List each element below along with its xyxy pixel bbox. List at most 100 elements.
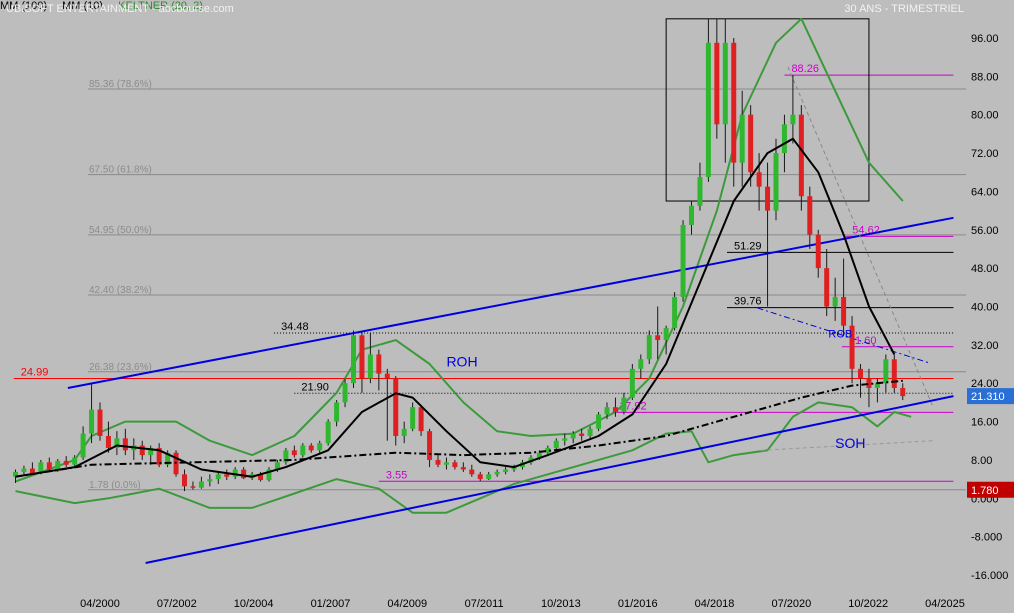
price-tag-box-0: [967, 388, 1014, 405]
candle-body-43: [376, 354, 382, 374]
candle-body-86: [739, 114, 745, 163]
candle-body-37: [325, 421, 331, 444]
y-tick-label-1: 88.00: [971, 71, 999, 83]
candle-body-4: [46, 462, 52, 470]
candle-body-31: [274, 462, 280, 470]
trend-line-2: [757, 307, 930, 364]
candle-body-39: [342, 383, 348, 403]
y-tick-label-4: 64.00: [971, 186, 999, 198]
candle-body-72: [621, 397, 627, 412]
fib-label-1: 26.38 (23.6%): [89, 362, 152, 373]
candle-body-45: [393, 378, 399, 436]
candle-body-68: [587, 428, 593, 436]
candle-body-57: [494, 471, 500, 475]
candle-body-90: [773, 153, 779, 211]
chart-title: UBISOFT ENTERTAINMENT - abcbourse.com: [6, 3, 234, 15]
y-tick-label-5: 56.00: [971, 225, 999, 237]
level-label-9: 3.55: [386, 469, 407, 481]
candle-body-18: [165, 452, 171, 465]
x-tick-label-8: 04/2018: [695, 598, 735, 610]
candle-body-2: [29, 468, 35, 474]
x-tick-label-4: 04/2009: [387, 598, 427, 610]
y-tick-label-8: 32.00: [971, 340, 999, 352]
candle-body-89: [765, 186, 771, 211]
y-tick-label-3: 72.00: [971, 148, 999, 160]
candle-body-32: [283, 450, 289, 463]
candle-body-29: [258, 474, 264, 481]
candle-body-105: [900, 388, 906, 397]
candle-body-70: [604, 407, 610, 415]
candle-body-95: [815, 234, 821, 269]
indicator-0: [15, 137, 896, 478]
y-tick-label-9: 24.00: [971, 378, 999, 390]
candle-body-13: [122, 438, 128, 451]
x-tick-label-2: 10/2004: [234, 598, 274, 610]
candle-body-79: [680, 224, 686, 297]
candle-body-92: [790, 114, 796, 125]
candle-body-103: [883, 359, 889, 384]
x-tick-label-0: 04/2000: [80, 598, 120, 610]
candle-body-62: [536, 452, 542, 458]
trend-label-0: ROH: [446, 353, 477, 369]
candle-body-27: [241, 469, 247, 479]
y-tick-label-7: 40.00: [971, 302, 999, 314]
fib-label-2: 42.40 (38.2%): [89, 285, 152, 296]
price-tag-label-0: 21.310: [971, 391, 1005, 403]
legend-mm100: MM (100): [0, 0, 48, 12]
candle-body-23: [207, 479, 213, 482]
candle-body-55: [477, 474, 483, 480]
candle-body-77: [663, 328, 669, 341]
projection-line-0: [787, 66, 934, 408]
candle-body-84: [722, 42, 728, 125]
candle-body-42: [367, 354, 373, 379]
y-tick-label-10: 16.00: [971, 417, 999, 429]
candle-body-12: [114, 438, 120, 448]
candle-body-50: [435, 459, 441, 465]
candle-body-71: [612, 407, 618, 412]
candle-body-64: [553, 440, 559, 448]
candle-body-93: [798, 114, 804, 197]
price-tag-label-1: 1.780: [971, 485, 999, 497]
candle-body-46: [401, 428, 407, 436]
candle-body-51: [443, 462, 449, 465]
trend-line-0: [67, 216, 954, 389]
candle-body-83: [714, 42, 720, 125]
x-tick-label-1: 07/2002: [157, 598, 197, 610]
candle-body-67: [579, 433, 585, 436]
candle-body-49: [427, 431, 433, 460]
candle-body-38: [334, 402, 340, 422]
candle-body-44: [384, 373, 390, 379]
candle-body-47: [410, 407, 416, 429]
candle-body-99: [849, 325, 855, 369]
x-tick-label-7: 01/2016: [618, 598, 658, 610]
level-label-7: 21.90: [301, 381, 329, 393]
candle-body-21: [190, 486, 196, 488]
candle-body-98: [841, 296, 847, 326]
candle-body-58: [503, 469, 509, 472]
x-tick-label-3: 01/2007: [311, 598, 351, 610]
candle-body-66: [570, 433, 576, 439]
candle-body-26: [232, 469, 238, 477]
candle-body-65: [562, 438, 568, 441]
candle-body-85: [731, 42, 737, 163]
candle-body-10: [97, 409, 103, 436]
x-tick-label-9: 07/2020: [771, 598, 811, 610]
x-tick-label-6: 10/2013: [541, 598, 581, 610]
candle-body-59: [511, 467, 517, 470]
level-label-4: 34.48: [281, 321, 309, 333]
candle-body-41: [359, 335, 365, 379]
candle-body-94: [807, 196, 813, 235]
candle-body-75: [646, 335, 652, 360]
indicator-2: [15, 17, 904, 483]
y-tick-label-0: 96.00: [971, 33, 999, 45]
candle-body-97: [832, 296, 838, 307]
fib-label-5: 85.36 (78.6%): [89, 79, 152, 90]
candle-body-33: [291, 450, 297, 456]
legend-keltner: KELTNER (20, 2): [118, 0, 203, 12]
candle-body-20: [182, 474, 187, 487]
candle-body-0: [13, 471, 18, 477]
candle-body-1: [21, 468, 27, 472]
candle-body-40: [351, 335, 356, 384]
trend-label-1: SOH: [835, 435, 865, 451]
